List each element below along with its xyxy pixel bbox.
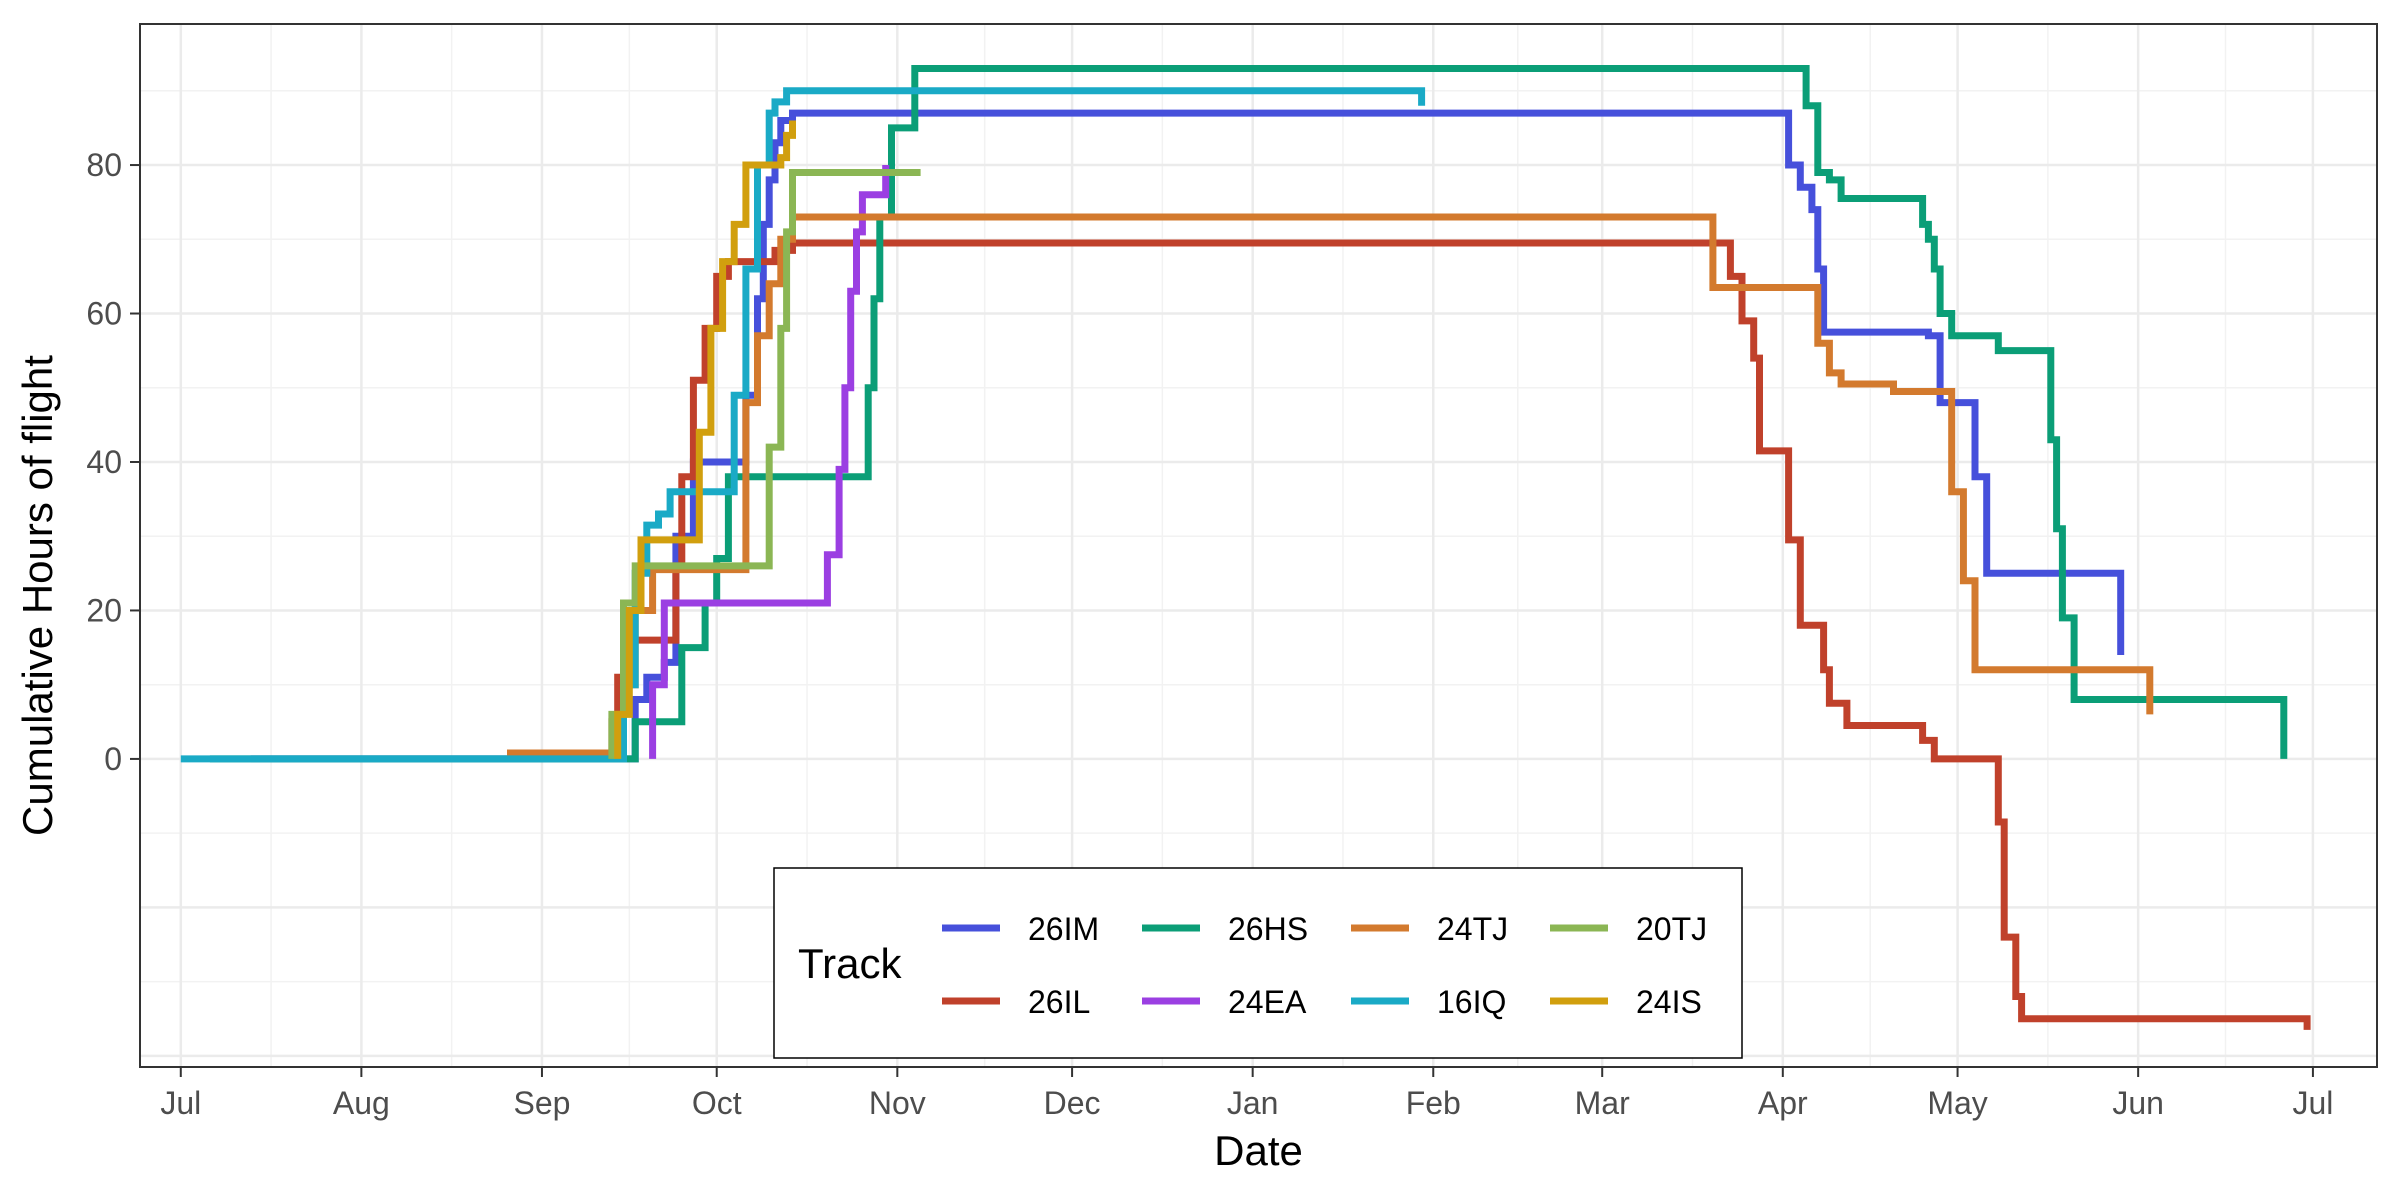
x-tick-label: Aug: [333, 1085, 390, 1121]
y-tick-label: 80: [86, 147, 122, 183]
series-line-24tj: [507, 213, 2154, 757]
x-tick-label: Mar: [1575, 1085, 1630, 1121]
x-tick-label: Jul: [2292, 1085, 2333, 1121]
plot-panel-border: [139, 23, 2378, 1068]
series-line-20tj: [608, 169, 921, 759]
x-tick-label: Dec: [1044, 1085, 1101, 1121]
legend-box: [773, 867, 1743, 1059]
x-tick-label: Oct: [692, 1085, 742, 1121]
x-tick-label: Jan: [1227, 1085, 1279, 1121]
x-axis-title: Date: [1214, 1127, 1303, 1174]
x-tick-label: Apr: [1758, 1085, 1808, 1121]
x-axis: Jul Aug Sep Oct Nov Dec Jan Feb Mar Apr May Jun Jul: [160, 1067, 2333, 1121]
legend: Track 26IM 26IL 26HS 24EA 24TJ 16IQ 20TJ 24IS: [773, 867, 1743, 1059]
y-tick-label: 0: [104, 741, 122, 777]
legend-label-26il: 26IL: [1028, 984, 1090, 1020]
legend-label-24tj: 24TJ: [1437, 911, 1508, 947]
legend-label-24ea: 24EA: [1228, 984, 1307, 1020]
legend-label-20tj: 20TJ: [1636, 911, 1707, 947]
series-line-24is: [614, 120, 796, 759]
legend-label-26hs: 26HS: [1228, 911, 1308, 947]
x-tick-label: Feb: [1406, 1085, 1461, 1121]
legend-label-16iq: 16IQ: [1437, 984, 1506, 1020]
x-tick-label: Nov: [869, 1085, 926, 1121]
series-line-16iq: [180, 87, 1426, 763]
legend-label-24is: 24IS: [1636, 984, 1702, 1020]
x-tick-label: Jul: [160, 1085, 201, 1121]
series-line-26hs: [209, 65, 2288, 763]
series-line-24ea: [649, 165, 890, 759]
legend-items: 26IM 26IL 26HS 24EA 24TJ 16IQ 20TJ 24IS: [942, 911, 1707, 1020]
x-tick-label: May: [1927, 1085, 1987, 1121]
x-tick-label: Sep: [513, 1085, 570, 1121]
series-lines: [180, 65, 2311, 1030]
legend-title: Track: [798, 940, 902, 987]
y-tick-label: 20: [86, 592, 122, 628]
y-axis-title: Cumulative Hours of flight: [14, 355, 61, 836]
y-tick-label: 40: [86, 444, 122, 480]
x-tick-label: Jun: [2112, 1085, 2164, 1121]
y-tick-label: 60: [86, 296, 122, 332]
legend-label-26im: 26IM: [1028, 911, 1099, 947]
y-axis: 0 20 40 60 80: [86, 147, 140, 777]
series-line-26im: [250, 109, 2125, 763]
